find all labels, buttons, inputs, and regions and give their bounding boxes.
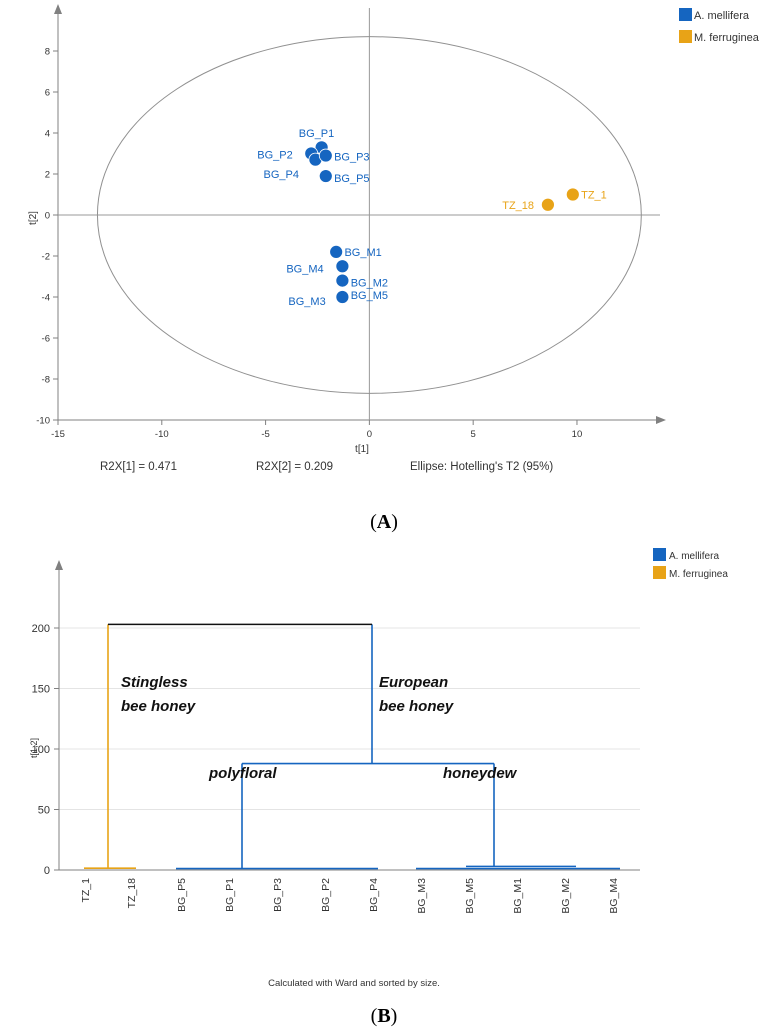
r2x1-text: R2X[1] = 0.471 bbox=[100, 461, 177, 473]
leaf-label: BG_P5 bbox=[176, 878, 188, 912]
cluster-annotation: honeydew bbox=[443, 765, 518, 782]
y-tick-label-a: 4 bbox=[45, 129, 50, 140]
y-tick-label-a: -2 bbox=[42, 252, 50, 263]
cluster-annotation: European bbox=[379, 674, 448, 691]
axis-ticks-b: 0 50 100 150 200 bbox=[32, 623, 59, 877]
data-point bbox=[541, 197, 555, 212]
point-label: BG_P1 bbox=[299, 128, 334, 140]
data-points-a bbox=[304, 140, 580, 304]
legend-label-ferruginea-a: M. ferruginea bbox=[694, 32, 760, 44]
y-tick-label-a: 6 bbox=[45, 88, 50, 99]
gridlines-b bbox=[59, 627, 640, 871]
data-point bbox=[318, 148, 333, 163]
method-note: Calculated with Ward and sorted by size. bbox=[268, 978, 440, 989]
leaf-label: TZ_1 bbox=[80, 878, 92, 903]
x-tick-label-a: 10 bbox=[572, 429, 583, 440]
cluster-annotations: Stingless bee honey European bee honey polyf… bbox=[121, 674, 518, 782]
x-axis-arrow-a bbox=[656, 416, 666, 424]
x-tick-label-a: -15 bbox=[51, 429, 65, 440]
legend-b: A. mellifera M. ferruginea bbox=[653, 548, 728, 580]
data-point bbox=[565, 187, 580, 202]
x-tick-label-a: 5 bbox=[471, 429, 476, 440]
legend-swatch-mellifera-a bbox=[679, 8, 692, 21]
y-axis-label-a: t[2] bbox=[28, 211, 39, 225]
point-label: BG_M4 bbox=[286, 263, 323, 275]
dendrogram: 0 50 100 150 200 TZ_1 TZ_18 BG_P5 BG_P1 BG_P3 BG_… bbox=[29, 560, 640, 989]
y-axis-arrow-b bbox=[55, 560, 63, 570]
ellipse-note: Ellipse: Hotelling's T2 (95%) bbox=[410, 461, 553, 473]
point-label: BG_M2 bbox=[351, 278, 388, 290]
y-tick-label-b: 150 bbox=[32, 684, 50, 696]
y-tick-label-a: 2 bbox=[45, 170, 50, 181]
panel-label-b: (B) bbox=[371, 1005, 398, 1027]
y-tick-label-a: -10 bbox=[36, 416, 50, 427]
leaf-label: BG_M3 bbox=[416, 878, 428, 914]
leaf-label: BG_M1 bbox=[512, 878, 524, 914]
r2x2-text: R2X[2] = 0.209 bbox=[256, 461, 333, 473]
point-label: BG_P4 bbox=[264, 169, 299, 181]
cluster-annotation: bee honey bbox=[379, 698, 454, 715]
legend-a: A. mellifera M. ferruginea bbox=[679, 8, 760, 44]
y-tick-label-a: -6 bbox=[42, 334, 50, 345]
cluster-annotation: Stingless bbox=[121, 674, 188, 691]
hotelling-ellipse bbox=[96, 36, 642, 394]
y-tick-label-b: 200 bbox=[32, 623, 50, 635]
x-tick-label-a: -10 bbox=[155, 429, 169, 440]
x-tick-label-a: 0 bbox=[367, 429, 372, 440]
point-label: BG_P3 bbox=[334, 152, 369, 164]
point-label: BG_P5 bbox=[334, 173, 369, 185]
y-tick-label-b: 100 bbox=[32, 744, 50, 756]
point-label: TZ_18 bbox=[502, 200, 534, 212]
point-label: BG_P2 bbox=[257, 150, 292, 162]
cluster-annotation: polyfloral bbox=[208, 765, 277, 782]
point-label: TZ_1 bbox=[581, 190, 607, 202]
data-point bbox=[318, 169, 333, 183]
panel-label-a: (A) bbox=[370, 511, 398, 533]
legend-swatch-mellifera-b bbox=[653, 548, 666, 561]
data-point bbox=[335, 259, 350, 274]
legend-label-mellifera-a: A. mellifera bbox=[694, 10, 750, 22]
legend-swatch-ferruginea-a bbox=[679, 30, 692, 43]
y-axis-label-b: t[1,2] bbox=[29, 738, 39, 758]
panel-label-b-letter: B bbox=[377, 1005, 390, 1027]
leaf-label: BG_P2 bbox=[320, 878, 332, 912]
x-axis-label-a: t[1] bbox=[355, 444, 369, 455]
y-tick-label-b: 50 bbox=[38, 805, 50, 817]
legend-label-ferruginea-b: M. ferruginea bbox=[669, 569, 728, 580]
leaf-labels: TZ_1 TZ_18 BG_P5 BG_P1 BG_P3 BG_P2 BG_P4 BG_M3 B… bbox=[80, 878, 620, 914]
x-tick-label-a: -5 bbox=[261, 429, 269, 440]
y-tick-label-a: -4 bbox=[42, 293, 50, 304]
leaf-label: BG_M4 bbox=[608, 878, 620, 914]
data-point bbox=[329, 244, 344, 259]
y-tick-label-a: 0 bbox=[45, 211, 50, 222]
dendrogram-branches bbox=[84, 623, 620, 870]
y-tick-label-b: 0 bbox=[44, 865, 50, 877]
leaf-label: TZ_18 bbox=[126, 878, 138, 909]
point-label: BG_M1 bbox=[344, 247, 381, 259]
leaf-label: BG_M2 bbox=[560, 878, 572, 914]
leaf-label: BG_M5 bbox=[464, 878, 476, 914]
leaf-label: BG_P4 bbox=[368, 878, 380, 912]
y-axis-arrow-a bbox=[54, 4, 62, 14]
leaf-label: BG_P3 bbox=[272, 878, 284, 912]
leaf-label: BG_P1 bbox=[224, 878, 236, 912]
panel-label-a-letter: A bbox=[377, 511, 392, 533]
legend-label-mellifera-b: A. mellifera bbox=[669, 551, 719, 562]
data-point bbox=[335, 290, 350, 304]
cluster-annotation: bee honey bbox=[121, 698, 196, 715]
legend-swatch-ferruginea-b bbox=[653, 566, 666, 579]
point-labels-a: BG_P1 BG_P2 BG_P3 BG_P4 BG_P5 BG_M1 BG_M4 BG_M2… bbox=[257, 128, 607, 308]
y-tick-label-a: -8 bbox=[42, 375, 50, 386]
data-point bbox=[335, 273, 350, 288]
y-tick-label-a: 8 bbox=[45, 47, 50, 58]
point-label: BG_M3 bbox=[288, 296, 325, 308]
point-label: BG_M5 bbox=[351, 290, 388, 302]
